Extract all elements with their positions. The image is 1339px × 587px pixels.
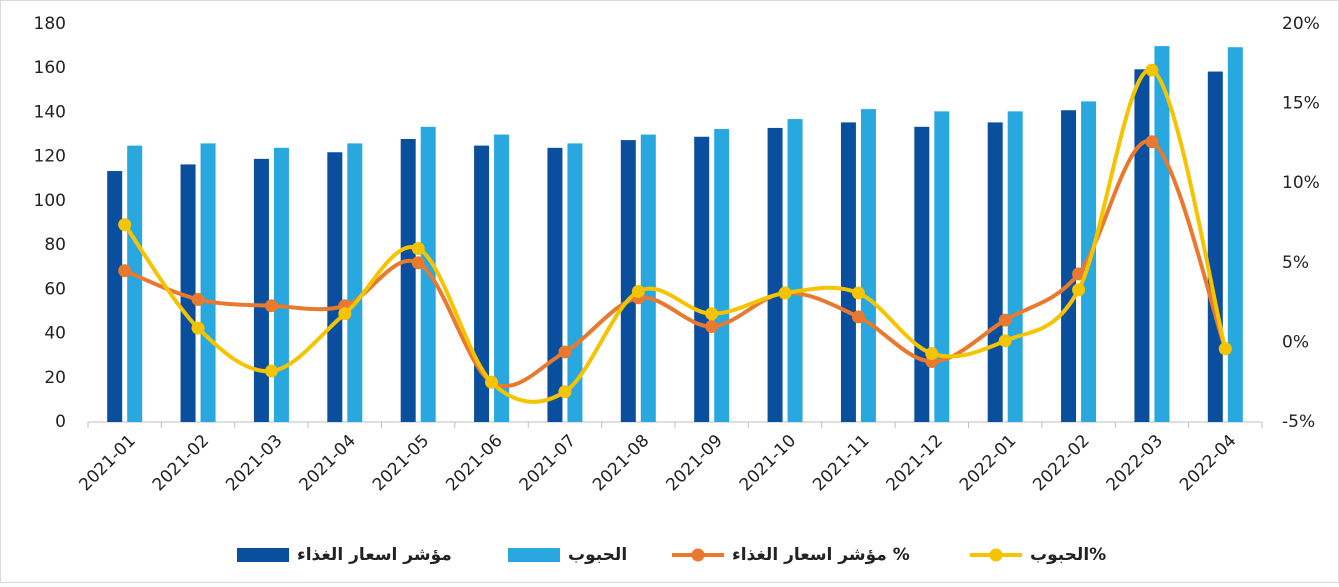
bar xyxy=(767,127,783,422)
y2-tick-label: -5% xyxy=(1282,412,1315,432)
point xyxy=(558,385,572,399)
y-tick-label: 60 xyxy=(44,279,66,299)
bar xyxy=(620,140,636,423)
bar xyxy=(1134,69,1150,423)
point xyxy=(705,307,719,321)
bar xyxy=(494,134,510,423)
point xyxy=(631,284,645,298)
point xyxy=(118,264,132,278)
legend: مؤشر اسعار الغذاء الحبوب مؤشر اسعار الغذاء… xyxy=(237,545,1106,565)
bar xyxy=(860,109,876,422)
point xyxy=(264,364,278,378)
bar xyxy=(200,143,216,422)
point xyxy=(191,321,205,335)
point xyxy=(1072,283,1086,297)
point xyxy=(191,292,205,306)
legend-swatch xyxy=(691,548,705,562)
point xyxy=(925,347,939,361)
y-tick-label: 80 xyxy=(44,235,66,255)
legend-swatch xyxy=(989,548,1003,562)
y2-tick-label: 20% xyxy=(1282,14,1320,34)
bar xyxy=(400,138,416,422)
point xyxy=(411,241,425,255)
bar xyxy=(347,143,363,422)
bar xyxy=(914,126,930,423)
point xyxy=(118,218,132,232)
point xyxy=(998,334,1012,348)
point xyxy=(338,307,352,321)
point xyxy=(778,286,792,300)
bar xyxy=(1007,111,1023,422)
y2-tick-label: 10% xyxy=(1282,173,1320,193)
legend-label: الحبوب xyxy=(568,545,627,565)
bar xyxy=(327,152,343,422)
point xyxy=(1145,63,1159,77)
bar xyxy=(1227,47,1243,422)
bar xyxy=(640,134,656,423)
bar xyxy=(474,145,490,422)
point xyxy=(705,319,719,333)
y-tick-label: 140 xyxy=(34,102,66,122)
point xyxy=(411,256,425,270)
point xyxy=(558,345,572,359)
bar xyxy=(1207,71,1223,423)
y-tick-label: 0 xyxy=(55,412,66,432)
y-tick-label: 160 xyxy=(34,58,66,78)
legend-swatch xyxy=(508,548,560,562)
legend-swatch xyxy=(237,548,289,562)
point xyxy=(1218,342,1232,356)
y-tick-label: 40 xyxy=(44,324,66,344)
bar xyxy=(547,147,563,423)
y-tick-label: 100 xyxy=(34,191,66,211)
bar xyxy=(840,122,856,423)
y2-tick-label: 0% xyxy=(1282,332,1309,352)
bar xyxy=(107,171,123,422)
y2-tick-label: 15% xyxy=(1282,94,1320,114)
legend-label: مؤشر اسعار الغذاء % xyxy=(732,545,910,565)
legend-label: الحبوب% xyxy=(1030,545,1106,565)
bar xyxy=(1061,110,1077,422)
point xyxy=(851,286,865,300)
y-tick-label: 120 xyxy=(34,147,66,167)
bar xyxy=(273,147,289,423)
bar xyxy=(253,158,269,422)
bar xyxy=(714,129,730,422)
bar xyxy=(787,119,803,423)
point xyxy=(264,299,278,313)
bar xyxy=(127,145,143,422)
point xyxy=(485,375,499,389)
bar xyxy=(934,111,950,422)
legend-label: مؤشر اسعار الغذاء xyxy=(297,545,452,565)
y-tick-label: 20 xyxy=(44,368,66,388)
bar xyxy=(987,122,1003,423)
point xyxy=(998,313,1012,327)
bar xyxy=(180,164,196,422)
y2-tick-label: 5% xyxy=(1282,253,1309,273)
point xyxy=(1072,267,1086,281)
point xyxy=(851,310,865,324)
bar xyxy=(694,136,710,422)
y-tick-label: 180 xyxy=(34,14,66,34)
point xyxy=(1145,135,1159,149)
line xyxy=(123,68,1228,404)
